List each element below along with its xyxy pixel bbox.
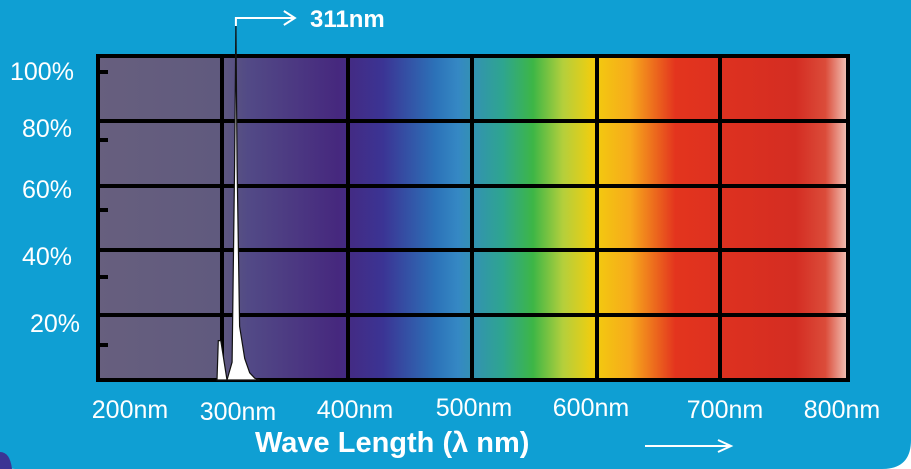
- x-tick-label: 700nm: [687, 396, 763, 424]
- plot-frame: [96, 54, 850, 382]
- peak-annotation-arrow: [234, 10, 297, 26]
- corner-mark: [0, 452, 12, 469]
- spectrum-peak-line: [216, 21, 261, 381]
- x-tick-label: 800nm: [804, 396, 880, 424]
- peak-annotation-label: 311nm: [310, 6, 385, 33]
- y-tick-label: 60%: [22, 176, 72, 204]
- x-tick-label: 400nm: [317, 396, 393, 424]
- y-tick-label: 40%: [22, 243, 72, 271]
- x-axis-ticks: 200nm 300nm 400nm 500nm 600nm 700nm 800n…: [92, 394, 880, 426]
- x-axis-label: Wave Length (λ nm): [255, 427, 529, 459]
- y-tick-label: 80%: [22, 115, 72, 143]
- y-tick-label: 100%: [10, 58, 74, 86]
- y-tick-label: 20%: [30, 310, 80, 338]
- x-tick-label: 600nm: [553, 394, 629, 422]
- y-axis-ticks: 100% 80% 60% 40% 20%: [10, 58, 80, 338]
- x-tick-label: 500nm: [436, 394, 512, 422]
- x-axis-arrow: [645, 439, 734, 453]
- x-tick-label: 200nm: [92, 396, 168, 424]
- x-tick-label: 300nm: [200, 398, 276, 426]
- grid-lines: [98, 56, 848, 380]
